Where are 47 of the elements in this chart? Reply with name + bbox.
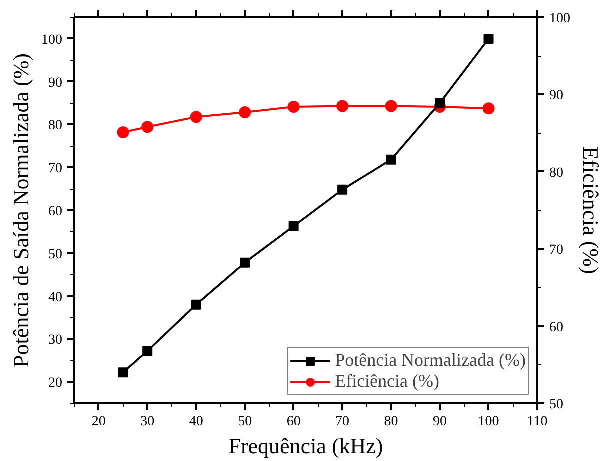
point <box>435 98 446 108</box>
y-tick-label: 20 <box>48 376 62 392</box>
y-tick-label: 100 <box>42 32 62 48</box>
x-tick-label: 30 <box>140 414 155 430</box>
x-tick-label: 90 <box>433 414 448 430</box>
y2-tick-label: 100 <box>550 12 570 26</box>
point <box>338 184 348 195</box>
point <box>117 126 130 139</box>
y2-tick-label: 50 <box>550 398 564 412</box>
point <box>190 111 202 124</box>
x-tick-label: 20 <box>92 414 106 430</box>
x-axis-title: Frequência (kHz) <box>228 434 384 458</box>
point <box>336 100 349 112</box>
point <box>386 154 396 165</box>
y2-tick-label: 60 <box>550 320 564 336</box>
point <box>484 34 494 44</box>
y-tick-label: 70 <box>48 162 62 177</box>
point <box>385 100 398 112</box>
y-tick-label: 40 <box>48 290 62 306</box>
point <box>191 300 202 310</box>
x-tick-label: 70 <box>336 414 350 430</box>
y-tick-label: 80 <box>48 118 62 134</box>
x-tick-label: 80 <box>384 414 398 430</box>
y-tick-label: 30 <box>48 333 62 348</box>
x-tick-label: 40 <box>189 414 204 430</box>
y2-tick-label: 80 <box>550 166 564 181</box>
x-tick-label: 110 <box>527 414 548 430</box>
point <box>288 101 300 114</box>
x-tick-label: 50 <box>238 414 252 430</box>
point <box>142 121 154 134</box>
y-tick-label: 50 <box>48 247 62 262</box>
point <box>239 106 252 118</box>
legend-label: Eficiência (%) <box>335 371 440 392</box>
y-tick-label: 90 <box>48 76 62 91</box>
point <box>482 102 495 115</box>
point <box>240 258 250 268</box>
y2-tick-label: 90 <box>550 88 564 104</box>
point <box>288 221 299 232</box>
y2-tick-label: 70 <box>550 243 564 258</box>
x-tick-label: 100 <box>478 414 500 430</box>
y-axis-title: Potência de Saída Normalizada (%) <box>8 54 34 368</box>
point <box>118 368 128 378</box>
legend-label: Potência Normalizada (%) <box>335 350 526 371</box>
y2-axis-title: Eficiência (%) <box>578 146 604 274</box>
x-tick-label: 60 <box>286 414 301 430</box>
point <box>142 346 153 356</box>
y-tick-label: 60 <box>48 204 62 220</box>
